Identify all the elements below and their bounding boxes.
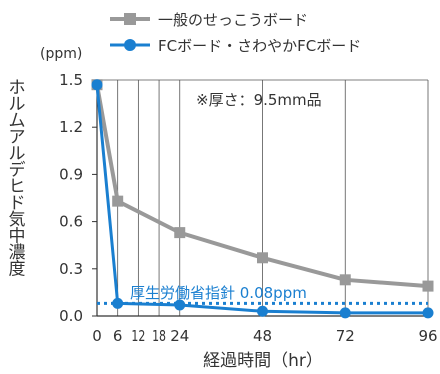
y-tick-label: 0.0 (59, 307, 83, 325)
data-point (257, 252, 268, 264)
x-tick-labels: 0 6 12 18 24 48 72 96 (92, 327, 437, 345)
legend-label-general-board: 一般のせっこうボード (158, 11, 308, 29)
legend-item-fc-board: FCボード・さわやかFCボード (110, 37, 361, 55)
reference-line-label: 厚生労働省指針 0.08ppm (130, 284, 307, 302)
x-tick-label: 48 (253, 327, 272, 345)
y-tick-label: 0.9 (59, 165, 83, 183)
y-tick-label: 1.5 (59, 71, 83, 89)
series-line-1 (95, 84, 428, 315)
legend-marker-circle (124, 39, 136, 51)
data-point (174, 227, 186, 239)
y-axis-title: ホルムアルデヒド気中濃度 (9, 78, 26, 280)
data-point (112, 195, 124, 207)
x-tick-label: 12 (131, 327, 145, 345)
legend: 一般のせっこうボード FCボード・さわやかFCボード (110, 11, 361, 55)
series-line-0 (95, 84, 429, 289)
x-tick-label: 18 (152, 327, 166, 345)
series-layer (91, 79, 434, 319)
y-tick-label: 1.2 (59, 118, 83, 136)
data-point (174, 299, 186, 311)
data-point (91, 79, 103, 91)
x-tick-label: 96 (418, 327, 437, 345)
data-point (112, 297, 124, 309)
x-tick-label: 6 (113, 327, 123, 345)
data-point (422, 307, 434, 319)
grid (97, 79, 429, 316)
x-tick-label: 0 (92, 327, 102, 345)
y-tick-label: 0.6 (59, 213, 83, 231)
legend-item-general-board: 一般のせっこうボード (110, 11, 308, 29)
x-tick-label: 72 (336, 327, 355, 345)
data-point (257, 305, 268, 317)
y-axis-unit: (ppm) (40, 46, 82, 62)
x-axis-title: 経過時間（hr） (203, 351, 323, 371)
data-point (339, 274, 351, 286)
y-tick-label: 0.3 (59, 260, 83, 278)
legend-label-fc-board: FCボード・さわやかFCボード (158, 37, 361, 55)
thickness-note: ※厚さ：9.5mm品 (196, 91, 322, 109)
reference-line-group: 厚生労働省指針 0.08ppm (97, 284, 428, 305)
y-tick-labels: 0.0 0.3 0.6 0.9 1.2 1.5 (59, 71, 83, 325)
legend-marker-square (124, 13, 136, 25)
data-point (422, 280, 434, 292)
data-point (339, 307, 351, 319)
x-tick-label: 24 (170, 327, 189, 345)
